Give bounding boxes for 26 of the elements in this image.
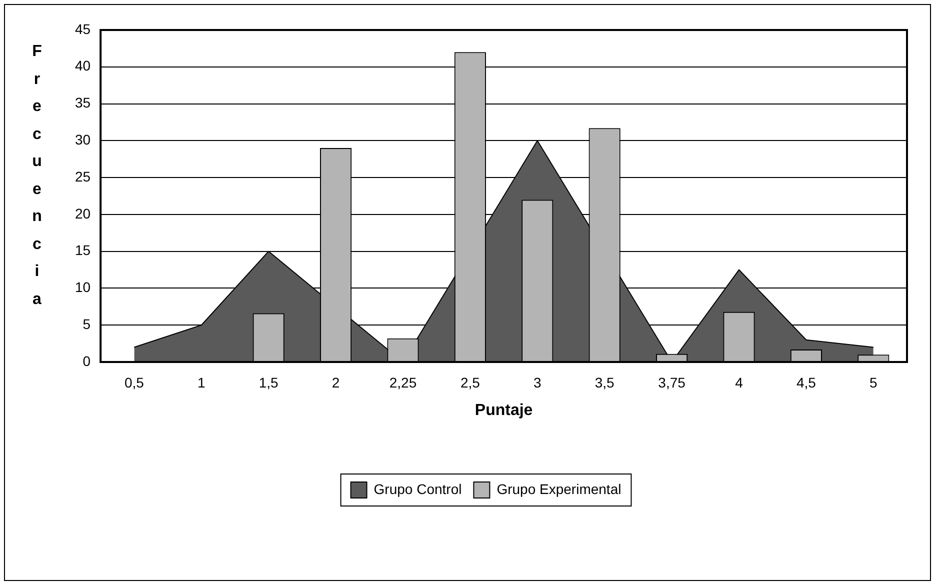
x-tick-label: 3 xyxy=(533,374,542,390)
x-tick-label: 2,25 xyxy=(389,374,417,390)
y-tick-label: 15 xyxy=(74,242,91,258)
y-tick-label: 35 xyxy=(74,94,91,111)
x-tick-label: 2 xyxy=(332,374,340,390)
x-tick-label: 4 xyxy=(735,374,744,390)
y-tick-label: 10 xyxy=(74,279,91,296)
x-tick-label: 1 xyxy=(197,374,206,390)
y-tick-label: 45 xyxy=(74,20,91,37)
x-tick-label: 0,5 xyxy=(124,374,144,390)
x-tick-label: 2,5 xyxy=(460,374,480,390)
x-tick-label: 1,5 xyxy=(258,374,279,390)
legend-label: Grupo Experimental xyxy=(496,480,622,497)
x-tick-label: 3,5 xyxy=(594,374,615,390)
x-tick-label: 3,75 xyxy=(658,374,686,390)
x-axis-title: Puntaje xyxy=(474,402,533,419)
y-tick-label: 0 xyxy=(82,352,91,369)
y-tick-label: 25 xyxy=(74,168,91,184)
text: Frecuencia xyxy=(32,43,42,308)
y-tick-label: 40 xyxy=(74,58,91,74)
y-tick-label: 30 xyxy=(74,132,91,148)
x-tick-label: 5 xyxy=(870,374,878,390)
y-tick-label: 20 xyxy=(74,205,91,222)
y-tick-label: 5 xyxy=(82,316,91,332)
legend-label: Grupo Control xyxy=(374,480,462,497)
x-tick-label: 4,5 xyxy=(796,374,816,390)
